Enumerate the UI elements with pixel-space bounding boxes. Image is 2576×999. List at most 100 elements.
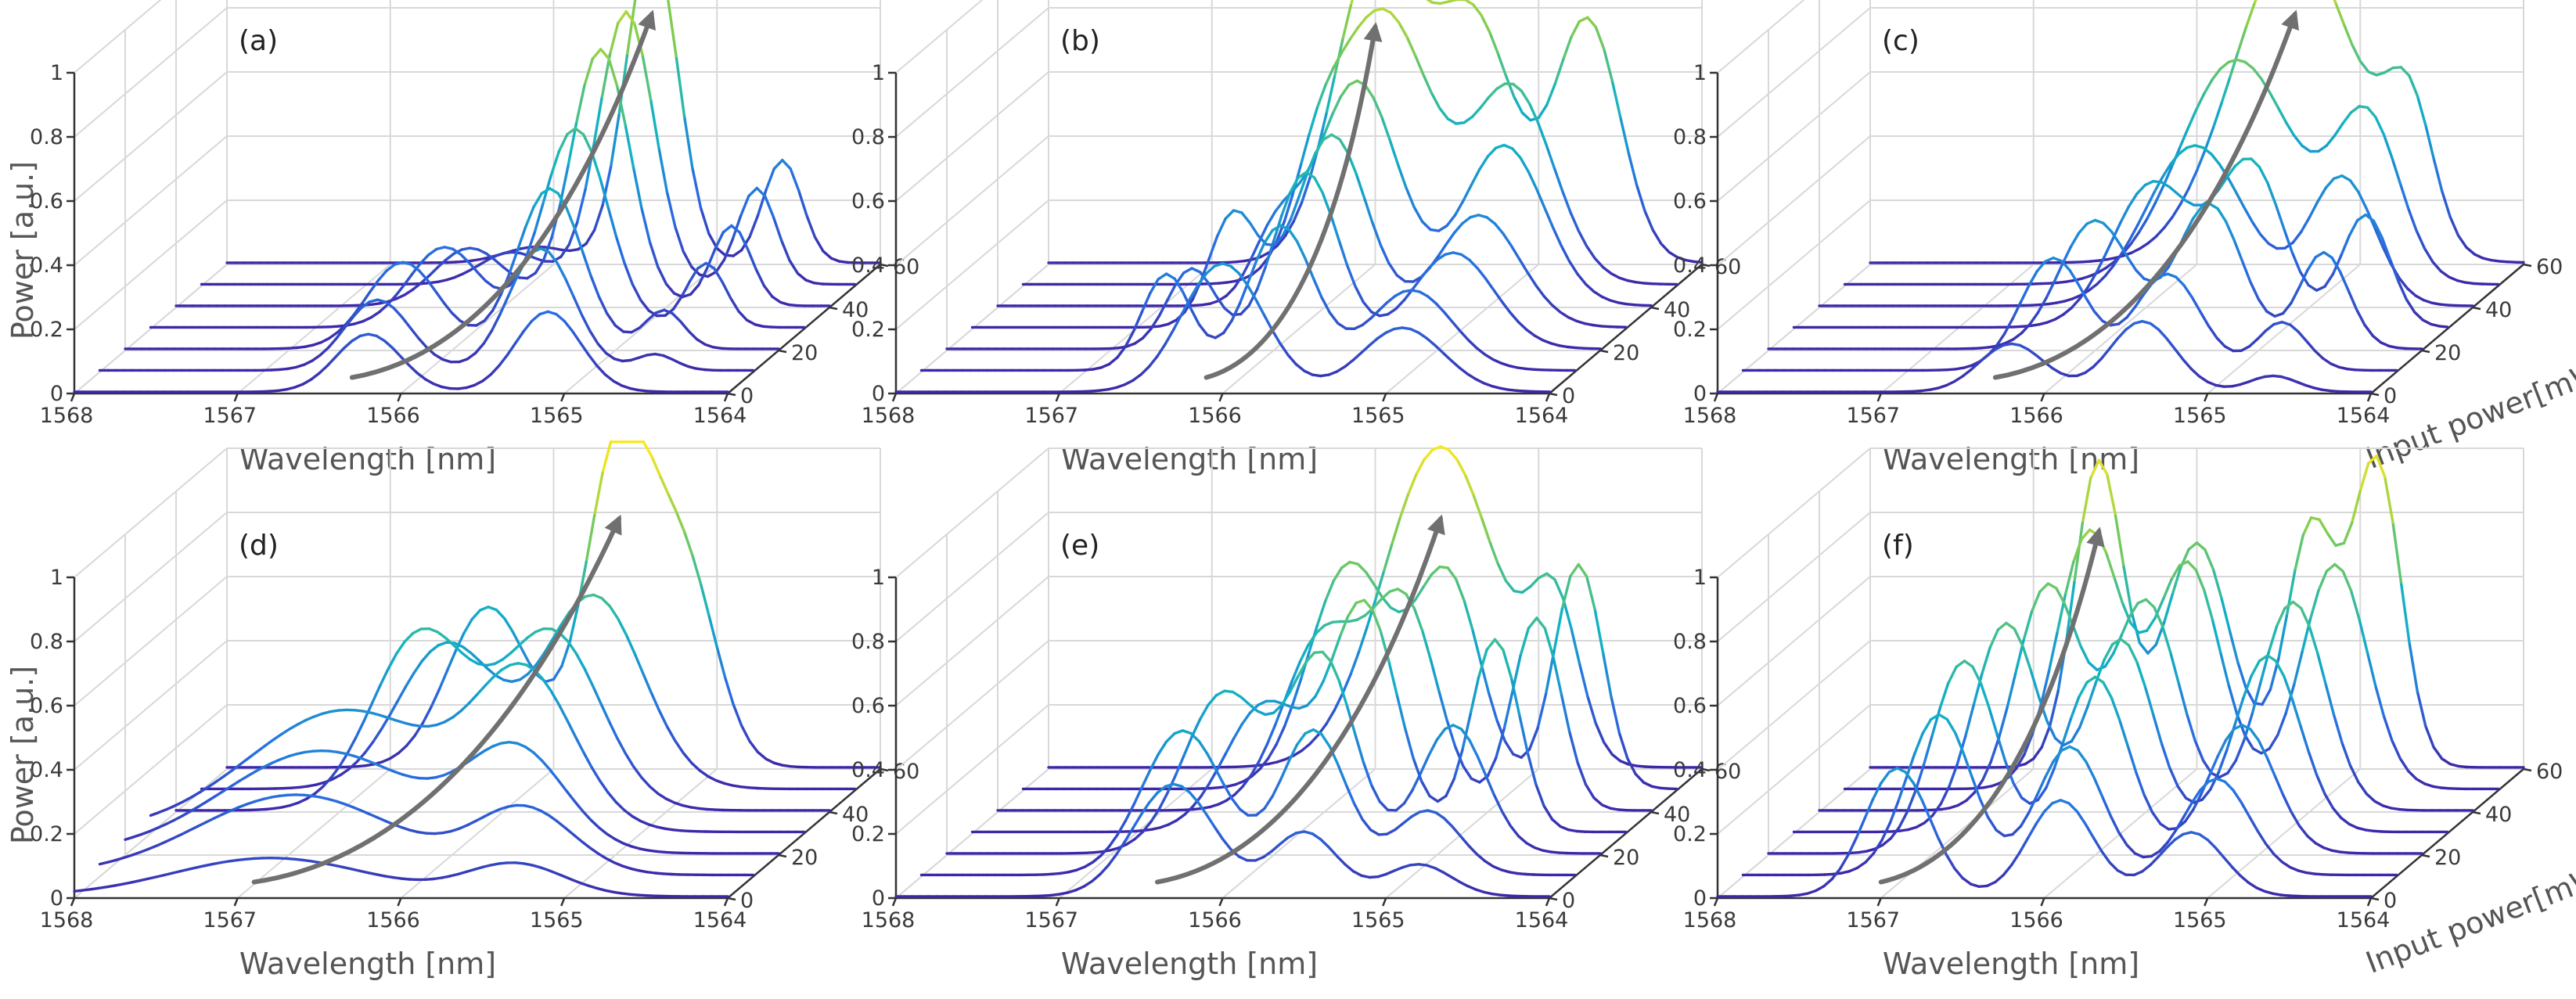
trace-10mW	[1238, 807, 1250, 817]
trace-60mW	[724, 676, 735, 706]
trace-10mW	[531, 806, 542, 813]
trace-50mW	[2218, 650, 2230, 687]
trace-0mW	[579, 882, 591, 888]
trace-10mW	[1287, 228, 1299, 243]
traces	[73, 0, 882, 393]
trace-0mW	[1164, 782, 1175, 788]
trace-60mW	[1529, 577, 1540, 588]
trace-50mW	[2325, 134, 2337, 147]
trace-0mW	[2059, 799, 2071, 805]
grid-line	[1717, 512, 1871, 642]
trace-60mW	[1341, 4, 1352, 41]
trace-20mW	[663, 308, 674, 315]
trace-40mW	[338, 752, 349, 768]
trace-0mW	[1131, 373, 1142, 383]
trace-0mW	[187, 866, 199, 871]
x-tick	[1876, 393, 1882, 402]
trace-20mW	[720, 347, 732, 350]
trace-20mW	[1542, 849, 1553, 853]
trace-20mW	[2036, 786, 2048, 802]
trace-50mW	[2358, 618, 2369, 655]
trace-20mW	[564, 789, 576, 803]
trace-60mW	[2187, 169, 2199, 190]
trace-20mW	[376, 269, 388, 282]
trace-10mW	[458, 824, 469, 830]
trace-50mW	[412, 659, 423, 675]
trace-10mW	[139, 847, 150, 853]
trace-0mW	[546, 310, 558, 316]
trace-20mW	[1566, 345, 1578, 350]
trace-40mW	[2316, 652, 2327, 686]
trace-50mW	[2308, 589, 2320, 621]
trace-30mW	[1240, 711, 1252, 726]
trace-40mW	[1388, 138, 1400, 166]
trace-30mW	[2241, 674, 2253, 700]
trace-0mW	[89, 886, 101, 891]
trace-0mW	[1393, 866, 1404, 872]
trace-10mW	[1459, 835, 1470, 847]
trace-10mW	[1484, 353, 1495, 361]
trace-60mW	[601, 440, 613, 474]
trace-40mW	[2267, 242, 2279, 250]
trace-10mW	[1149, 278, 1160, 295]
trace-60mW	[609, 113, 621, 169]
trace-60mW	[364, 763, 376, 767]
trace-20mW	[1109, 846, 1120, 852]
trace-10mW	[2109, 322, 2121, 327]
trace-0mW	[1409, 327, 1420, 334]
y-tick-label: 1	[1693, 61, 1707, 85]
z-tick-label: 40	[842, 803, 869, 827]
trace-10mW	[368, 812, 380, 819]
trace-10mW	[482, 329, 494, 345]
trace-30mW	[329, 709, 340, 713]
trace-50mW	[665, 190, 677, 228]
trace-20mW	[1214, 294, 1226, 310]
trace-50mW	[2407, 207, 2418, 232]
panel-label: (b)	[1060, 25, 1100, 57]
trace-40mW	[2201, 146, 2213, 156]
trace-30mW	[426, 247, 438, 257]
trace-40mW	[1567, 260, 1579, 276]
trace-0mW	[1254, 855, 1265, 862]
trace-60mW	[838, 260, 849, 264]
trace-60mW	[2220, 596, 2231, 632]
trace-60mW	[503, 617, 514, 634]
trace-50mW	[1340, 560, 1351, 570]
trace-0mW	[1335, 854, 1347, 866]
trace-60mW	[2187, 541, 2199, 551]
trace-30mW	[1281, 702, 1293, 709]
trace-40mW	[607, 57, 619, 88]
trace-30mW	[157, 807, 169, 814]
trace-50mW	[1650, 785, 1662, 789]
trace-20mW	[131, 832, 143, 839]
trace-50mW	[502, 250, 513, 255]
trace-50mW	[1527, 102, 1539, 124]
trace-20mW	[2012, 782, 2024, 800]
trace-10mW	[1124, 329, 1135, 348]
trace-60mW	[1545, 83, 1556, 107]
z-tick	[778, 853, 787, 858]
y-axis-label: Power [a.u.]	[5, 161, 40, 340]
trace-50mW	[1512, 753, 1523, 759]
trace-10mW	[2085, 760, 2096, 780]
trace-0mW	[2099, 850, 2111, 864]
trace-40mW	[412, 627, 423, 635]
trace-10mW	[2133, 852, 2145, 859]
trace-40mW	[1560, 692, 1571, 733]
x-axis-label: Wavelength [nm]	[1061, 442, 1318, 476]
trace-0mW	[530, 312, 541, 323]
trace-50mW	[1258, 756, 1270, 771]
trace-30mW	[459, 701, 471, 713]
trace-40mW	[2308, 200, 2319, 219]
grid-line	[1717, 264, 1871, 394]
trace-0mW	[2124, 322, 2135, 331]
trace-10mW	[1230, 796, 1242, 811]
trace-20mW	[344, 752, 355, 758]
trace-50mW	[1365, 571, 1376, 587]
y-tick-label: 0.8	[1673, 125, 1707, 149]
trace-20mW	[2363, 323, 2375, 337]
trace-40mW	[2169, 651, 2180, 685]
trace-20mW	[2216, 207, 2228, 223]
trace-10mW	[343, 315, 354, 329]
trace-30mW	[1575, 319, 1586, 325]
